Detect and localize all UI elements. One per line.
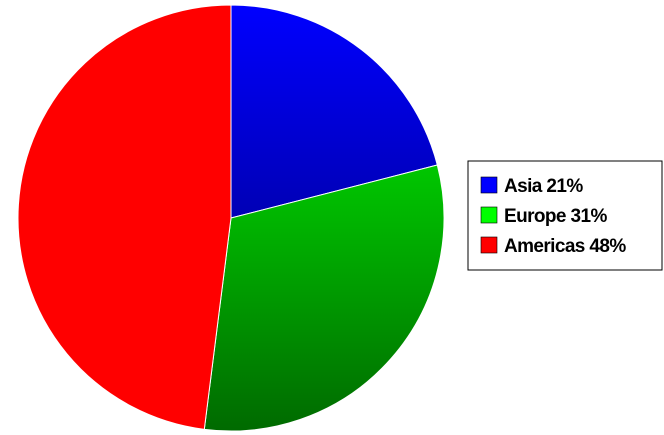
legend-label-asia: Asia 21%	[504, 176, 583, 197]
pie-slice-americas	[17, 4, 232, 430]
legend: Asia 21% Europe 31% Americas 48%	[467, 160, 663, 271]
legend-swatch-americas	[480, 236, 498, 254]
legend-swatch-asia	[480, 176, 498, 194]
legend-swatch-europe	[480, 206, 498, 224]
pie-slice-europe	[203, 164, 445, 432]
legend-label-americas: Americas 48%	[504, 236, 626, 257]
legend-box	[467, 160, 663, 271]
pie-slices	[17, 4, 445, 432]
pie-slice-asia	[230, 4, 438, 219]
legend-label-europe: Europe 31%	[504, 206, 607, 227]
